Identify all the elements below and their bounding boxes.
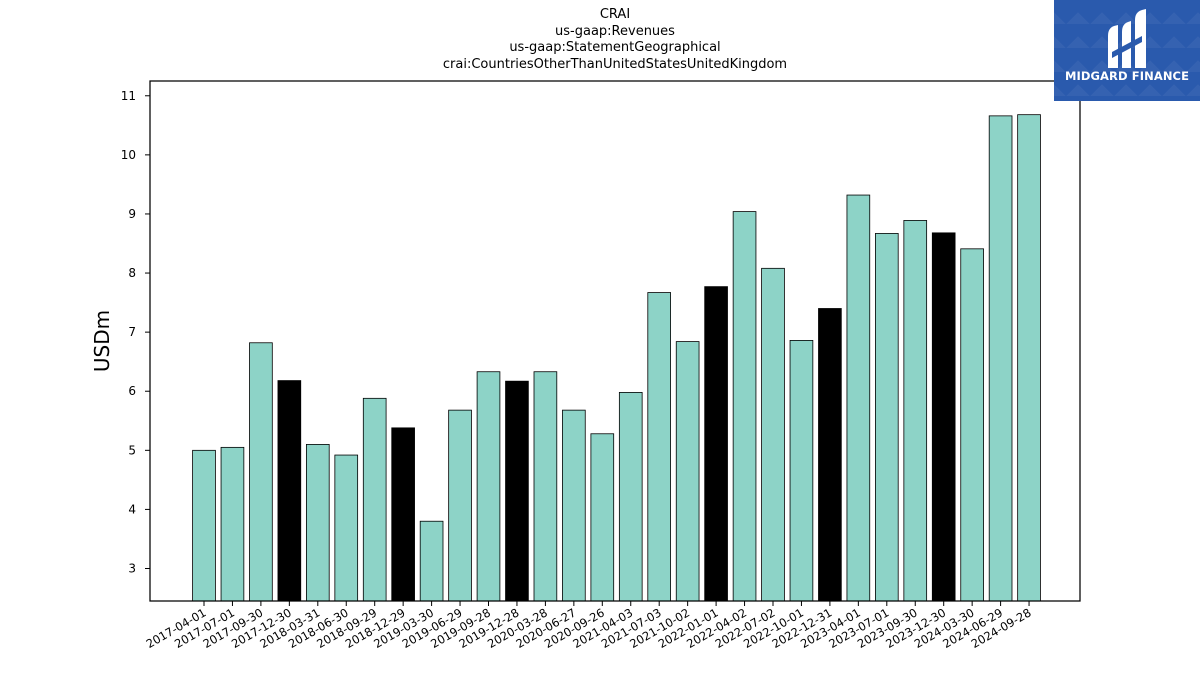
bar-2021-04-03 — [618, 392, 643, 602]
y-tick-label: 4 — [128, 502, 136, 516]
bar-2017-09-30 — [249, 342, 273, 602]
y-tick-label: 7 — [128, 325, 136, 339]
title-line-concept: us-gaap:Revenues — [555, 23, 675, 39]
bar-2021-07-03 — [647, 292, 671, 602]
bar-2018-06-30 — [334, 454, 359, 602]
bar-2018-09-29 — [362, 397, 387, 602]
y-tick-label: 9 — [128, 207, 136, 221]
y-axis: 3 4 5 6 7 8 9 10 11 — [121, 89, 150, 576]
y-tick-label: 6 — [128, 384, 136, 398]
bar-2022-04-02 — [732, 211, 757, 602]
midgard-finance-logo: MIDGARD FINANCE — [1054, 0, 1200, 101]
midgard-logo-mark-icon — [1108, 9, 1146, 68]
y-tick-label: 3 — [128, 562, 136, 576]
bar-2019-06-29 — [448, 409, 472, 602]
bar-2022-07-02 — [761, 267, 785, 602]
title-line-axis: us-gaap:StatementGeographical — [509, 40, 721, 55]
bar-2022-01-01 — [704, 286, 728, 602]
bar-2023-12-30 — [931, 232, 956, 602]
y-tick-label: 10 — [121, 148, 136, 162]
bar-2024-09-28 — [1017, 114, 1041, 602]
bar-2023-04-01 — [846, 194, 871, 602]
bar-2017-12-30 — [277, 380, 302, 602]
bar-2023-09-30 — [903, 220, 928, 602]
y-tick-label: 5 — [128, 443, 136, 457]
chart-title: CRAI us-gaap:Revenues us-gaap:StatementG… — [150, 7, 1080, 73]
bar-2020-06-27 — [562, 409, 586, 602]
y-tick-label: 8 — [128, 266, 136, 280]
bar-2024-06-29 — [988, 115, 1013, 602]
bar-2022-10-01 — [789, 340, 814, 602]
title-line-company: CRAI — [599, 7, 631, 22]
bar-2019-03-30 — [419, 520, 444, 602]
bar-2023-07-01 — [875, 233, 899, 602]
bar-2018-12-29 — [391, 427, 415, 602]
bar-2020-03-28 — [533, 371, 558, 602]
y-axis-label: USDm — [90, 310, 114, 372]
logo-text: MIDGARD FINANCE — [1064, 69, 1190, 83]
title-line-member: crai:CountriesOtherThanUnitedStatesUnite… — [442, 56, 788, 72]
y-tick-label: 11 — [121, 89, 136, 103]
bar-2021-10-02 — [675, 341, 700, 602]
bars-group — [192, 114, 1041, 602]
bar-2019-09-28 — [476, 371, 501, 602]
plot-frame — [149, 80, 1081, 602]
bar-2020-09-26 — [590, 433, 615, 602]
bar-2018-03-31 — [305, 444, 330, 602]
bar-2019-12-28 — [505, 380, 529, 602]
bar-2017-04-01 — [192, 449, 216, 602]
bar-2017-07-01 — [220, 446, 245, 602]
bar-2022-12-31 — [818, 308, 842, 602]
x-axis: 2017-04-012017-07-012017-09-302017-12-30… — [144, 601, 1034, 651]
bar-2024-03-30 — [960, 248, 984, 602]
